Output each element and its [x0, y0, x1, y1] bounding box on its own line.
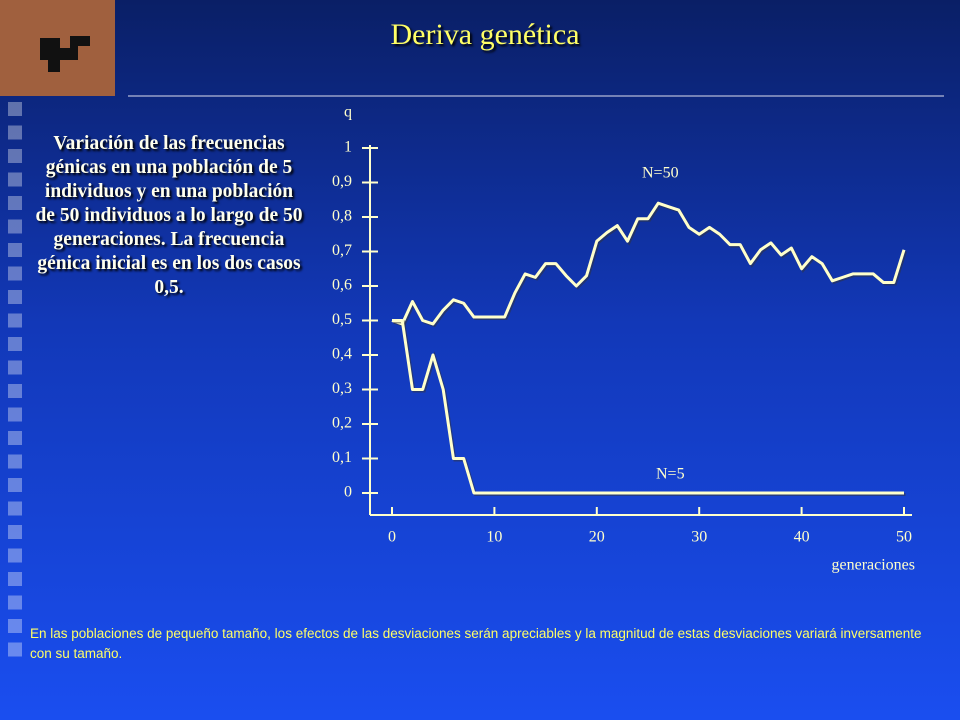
description: Variación de las frecuencias génicas en …	[35, 133, 303, 298]
x-tick-label: 20	[589, 529, 605, 546]
y-tick-label: 0,2	[332, 415, 352, 432]
side-square	[8, 431, 22, 445]
x-tick-label: 30	[691, 529, 707, 546]
side-square	[8, 642, 22, 657]
side-square	[8, 407, 22, 422]
logo-mark	[40, 36, 90, 72]
x-tick-label: 50	[896, 529, 912, 546]
side-square	[8, 243, 22, 257]
side-square	[8, 501, 22, 516]
series-shadow	[393, 202, 907, 328]
x-axis-label: generaciones	[831, 557, 915, 574]
y-tick-label: 0	[344, 484, 352, 501]
side-square	[8, 595, 22, 610]
x-tick-label: 10	[486, 529, 502, 546]
series-shadow	[393, 320, 906, 496]
side-square	[8, 454, 22, 469]
series-line	[391, 201, 906, 326]
side-square	[8, 290, 22, 304]
side-square	[8, 337, 22, 351]
side-square	[8, 525, 22, 539]
footer-note: En las poblaciones de pequeño tamaño, lo…	[30, 626, 922, 661]
side-square	[8, 219, 22, 234]
side-square	[8, 548, 22, 563]
y-tick-label: 0,4	[332, 346, 352, 363]
side-squares	[8, 102, 22, 657]
side-square	[8, 266, 22, 281]
y-tick-label: 0,9	[332, 173, 352, 190]
y-tick-label: 0,1	[332, 449, 352, 466]
series-label: N=50	[642, 165, 679, 182]
side-square	[8, 619, 22, 633]
side-square	[8, 102, 22, 116]
side-square	[8, 125, 22, 140]
series-label: N=5	[656, 466, 685, 483]
y-tick-label: 0,5	[332, 311, 352, 328]
y-tick-label: 0,8	[332, 208, 352, 225]
side-square	[8, 384, 22, 398]
x-tick-label: 40	[794, 529, 810, 546]
y-tick-label: 0,3	[332, 380, 352, 397]
series-line	[392, 319, 904, 495]
y-tick-label: 0,7	[332, 242, 352, 259]
side-square	[8, 572, 22, 586]
side-square	[8, 478, 22, 492]
side-square	[8, 313, 22, 328]
side-square	[8, 172, 22, 187]
y-axis-label: q	[344, 104, 352, 121]
side-square	[8, 149, 22, 163]
side-square	[8, 196, 22, 210]
y-tick-label: 0,6	[332, 277, 352, 294]
slide-title: Deriva genética	[390, 18, 580, 51]
side-square	[8, 360, 22, 375]
y-tick-label: 1	[344, 139, 352, 156]
x-tick-label: 0	[388, 529, 396, 546]
